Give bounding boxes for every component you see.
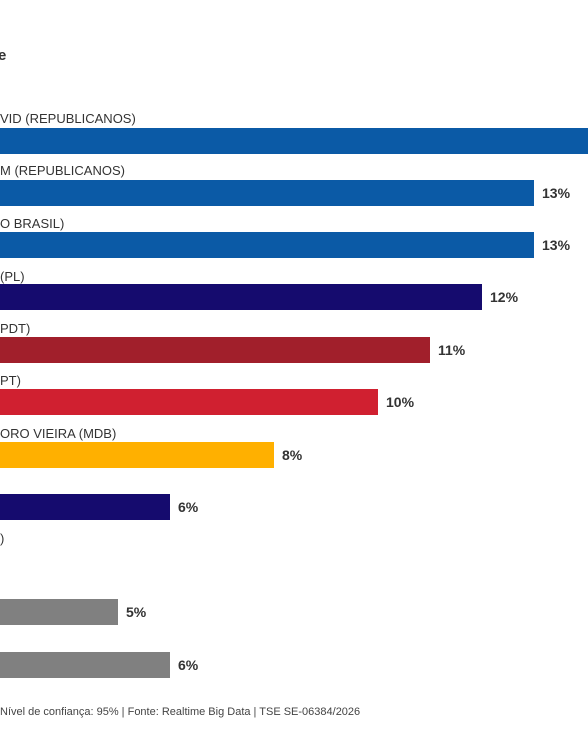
value-label: 11%	[438, 342, 466, 358]
category-label: M (REPUBLICANOS)	[0, 163, 125, 178]
value-label: 6%	[178, 657, 199, 673]
footnote: Nível de confiança: 95% | Fonte: Realtim…	[0, 706, 360, 718]
value-label: 12%	[490, 289, 519, 305]
category-label: VID (REPUBLICANOS)	[0, 111, 136, 126]
value-label: 10%	[386, 394, 415, 410]
bar	[0, 442, 274, 468]
category-label: O BRASIL)	[0, 216, 64, 231]
bar	[0, 284, 482, 310]
bar	[0, 180, 534, 206]
value-label: 13%	[542, 237, 571, 253]
category-label: PDT)	[0, 321, 30, 336]
value-label: 6%	[178, 499, 199, 515]
category-label: (PL)	[0, 269, 25, 284]
value-label: 8%	[282, 447, 303, 463]
bar	[0, 232, 534, 258]
bar	[0, 494, 170, 520]
bar	[0, 652, 170, 678]
value-label: 13%	[542, 185, 571, 201]
category-label: PT)	[0, 373, 21, 388]
chart-title: e	[0, 47, 6, 64]
bar	[0, 128, 588, 154]
bar	[0, 599, 118, 625]
bar	[0, 389, 378, 415]
bar	[0, 337, 430, 363]
value-label: 5%	[126, 604, 147, 620]
category-label: )	[0, 531, 4, 546]
category-label: ORO VIEIRA (MDB)	[0, 426, 116, 441]
